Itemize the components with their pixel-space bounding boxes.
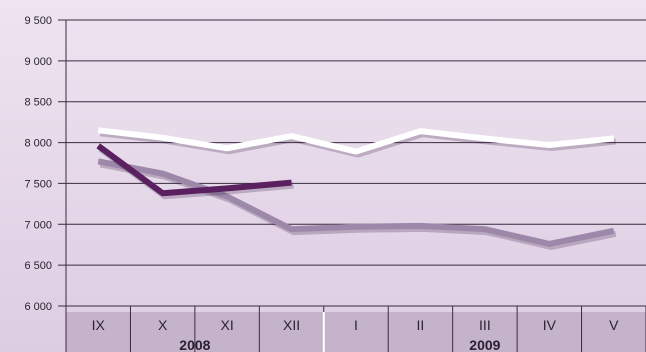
year-group-label: 2009 — [469, 337, 500, 352]
x-tick-label: V — [609, 317, 619, 333]
y-tick-label: 9 500 — [24, 15, 52, 27]
x-tick-label: XII — [283, 317, 300, 333]
x-tick-label: I — [354, 317, 358, 333]
x-tick-label: IX — [92, 317, 106, 333]
x-tick-label: II — [417, 317, 425, 333]
y-tick-label: 8 500 — [24, 97, 52, 109]
x-tick-label: IV — [543, 317, 557, 333]
y-tick-label: 7 000 — [24, 219, 52, 231]
y-tick-label: 9 000 — [24, 56, 52, 68]
series-line-1 — [97, 127, 615, 155]
series-line-3 — [96, 143, 292, 197]
y-tick-label: 7 500 — [24, 178, 52, 190]
y-tick-label: 6 500 — [24, 260, 52, 272]
y-tick-label: 6 000 — [24, 301, 52, 313]
series-line-2 — [97, 158, 615, 247]
y-tick-label: 8 000 — [24, 138, 52, 150]
x-axis-band — [66, 312, 646, 352]
year-group-label: 2008 — [179, 337, 210, 352]
x-tick-label: XI — [220, 317, 233, 333]
x-tick-label: III — [479, 317, 491, 333]
x-tick-label: X — [158, 317, 168, 333]
